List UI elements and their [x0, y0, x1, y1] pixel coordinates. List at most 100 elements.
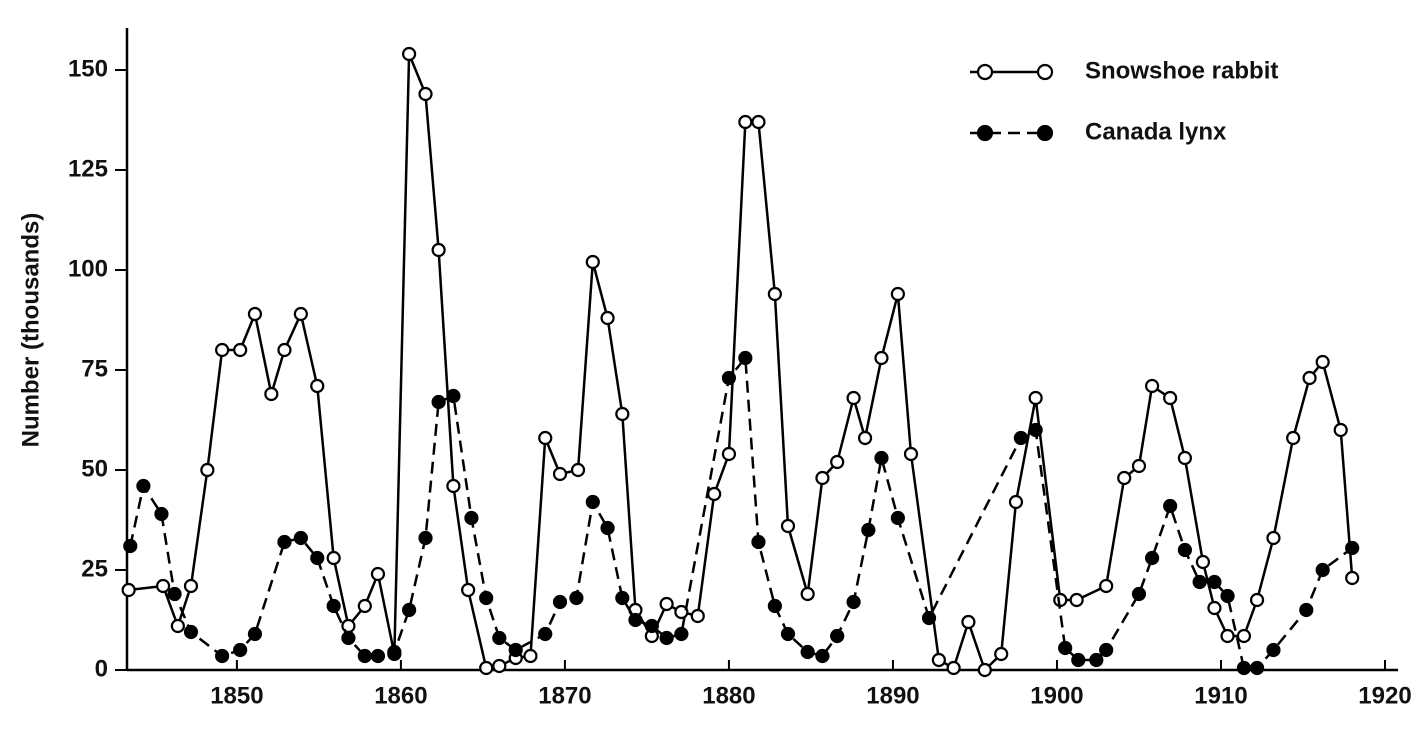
data-point	[552, 594, 568, 610]
data-point	[946, 660, 961, 676]
data-point	[1345, 570, 1360, 586]
data-point	[861, 522, 876, 538]
data-point	[615, 590, 630, 606]
data-point	[1192, 574, 1207, 590]
x-tick-label: 1920	[1358, 682, 1411, 709]
data-point	[1131, 458, 1147, 474]
series-line	[129, 354, 1353, 670]
data-point	[1008, 494, 1024, 510]
data-point	[921, 610, 937, 626]
data-point	[1315, 354, 1330, 370]
data-point	[767, 286, 782, 302]
data-point	[1028, 390, 1043, 406]
x-tick-label: 1890	[866, 682, 919, 709]
data-point	[418, 530, 433, 546]
data-point	[874, 450, 889, 466]
data-point	[767, 598, 782, 614]
x-tick-label: 1860	[374, 682, 427, 709]
legend-marker	[976, 124, 994, 142]
data-point	[523, 648, 538, 664]
data-point	[585, 254, 600, 270]
x-tick-label: 1900	[1030, 682, 1083, 709]
data-point	[155, 578, 171, 594]
data-point	[674, 604, 689, 620]
data-point	[1099, 642, 1114, 658]
x-tick-label: 1880	[702, 682, 755, 709]
y-tick-label: 25	[81, 555, 108, 582]
data-point	[1099, 578, 1114, 594]
data-point	[690, 608, 705, 624]
data-point	[569, 590, 584, 606]
data-point	[464, 510, 479, 526]
data-point	[721, 446, 737, 462]
data-point	[1207, 600, 1222, 616]
data-point	[123, 538, 138, 554]
y-tick-label: 150	[68, 55, 108, 82]
data-point	[200, 462, 215, 478]
legend-marker	[976, 63, 994, 81]
data-point	[931, 652, 946, 668]
data-point	[1236, 628, 1252, 644]
data-point	[1195, 554, 1211, 570]
data-point	[1299, 602, 1314, 618]
data-point	[310, 378, 325, 394]
legend-label: Canada lynx	[1085, 118, 1227, 145]
y-tick-label: 75	[81, 355, 108, 382]
data-point	[247, 306, 263, 322]
data-point	[800, 586, 815, 602]
data-point	[461, 582, 476, 598]
data-point	[1302, 370, 1317, 386]
data-point	[341, 630, 356, 646]
data-point	[874, 350, 889, 366]
data-point	[215, 648, 230, 664]
data-point	[293, 530, 308, 546]
data-point	[1249, 660, 1265, 676]
x-tick-label: 1850	[210, 682, 263, 709]
data-point	[1266, 530, 1281, 546]
data-point	[538, 626, 553, 642]
data-point	[1117, 470, 1132, 486]
data-point	[857, 430, 873, 446]
data-point	[977, 662, 992, 678]
data-point	[121, 582, 136, 598]
data-point	[310, 550, 325, 566]
data-point	[1177, 450, 1193, 466]
data-point	[183, 578, 199, 594]
y-axis-label: Number (thousands)	[17, 213, 44, 448]
data-point	[418, 86, 433, 102]
data-point	[1177, 542, 1193, 558]
data-point	[890, 510, 905, 526]
data-point	[815, 648, 830, 664]
data-point	[492, 658, 507, 674]
data-point	[479, 590, 494, 606]
data-point	[1236, 660, 1252, 676]
data-point	[738, 114, 753, 130]
data-point	[446, 478, 461, 494]
data-point	[815, 470, 830, 486]
data-point	[1345, 540, 1360, 556]
data-point	[830, 628, 845, 644]
data-point	[402, 46, 417, 62]
legend-label: Snowshoe rabbit	[1085, 57, 1278, 84]
data-point	[431, 242, 446, 258]
data-point	[1333, 422, 1348, 438]
data-point	[1069, 592, 1084, 608]
data-point	[1220, 588, 1235, 604]
data-point	[846, 390, 861, 406]
data-point	[615, 406, 630, 422]
data-point	[233, 642, 248, 658]
data-point	[846, 594, 861, 610]
data-point	[674, 626, 689, 642]
data-point	[1315, 562, 1330, 578]
data-point	[890, 286, 905, 302]
data-point	[830, 454, 845, 470]
data-point	[1286, 430, 1301, 446]
data-point	[751, 534, 766, 550]
data-point	[264, 386, 279, 402]
data-point	[370, 648, 386, 664]
data-point	[247, 626, 263, 642]
data-point	[508, 642, 523, 658]
data-point	[1058, 640, 1073, 656]
y-tick-label: 0	[95, 655, 108, 682]
